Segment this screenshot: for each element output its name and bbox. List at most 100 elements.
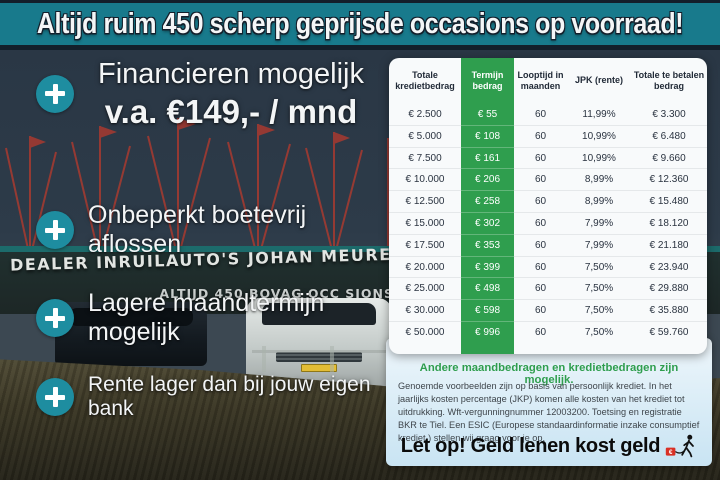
- plus-icon: [36, 74, 74, 113]
- termijn-cell: € 206: [461, 169, 514, 192]
- benefit-financing-line2: v.a. €149,- / mnd: [104, 93, 358, 131]
- table-cell: € 18.120: [631, 213, 707, 235]
- termijn-cell: € 399: [461, 257, 514, 279]
- table-cell: 10,99%: [567, 148, 631, 170]
- table-cell: € 12.500: [389, 191, 461, 213]
- table-cell: 7,99%: [567, 213, 631, 235]
- table-cell: 60: [514, 104, 567, 126]
- white-suv-illustration: [246, 298, 392, 388]
- benefit-financing-line1: Financieren mogelijk: [98, 58, 364, 90]
- table-cell: € 20.000: [389, 257, 461, 279]
- termijn-cell: € 498: [461, 278, 514, 301]
- svg-text:€: €: [669, 449, 673, 456]
- benefit-item-rente: Rente lager dan bij jouw eigen bank: [36, 373, 388, 421]
- table-cell: € 17.500: [389, 235, 461, 257]
- table-row: € 20.000 € 399 60 7,50% € 23.940: [389, 257, 707, 279]
- benefit-text: Financieren mogelijk v.a. €149,- / mnd: [74, 56, 388, 132]
- table-cell: 60: [514, 300, 567, 322]
- table-cell: 7,50%: [567, 257, 631, 279]
- table-cell: 60: [514, 235, 567, 257]
- table-cell: € 15.000: [389, 213, 461, 235]
- info-highlight: Andere maandbedragen en kredietbedragen …: [419, 362, 679, 386]
- benefit-item-maandtermijn: Lagere maandtermijn mogelijk: [36, 289, 388, 347]
- table-cell: 60: [514, 169, 567, 192]
- termijn-cell: € 598: [461, 300, 514, 322]
- table-cell: € 50.000: [405, 326, 445, 338]
- red-mast-rigging-illustration: [5, 118, 389, 261]
- table-cell: € 6.480: [631, 126, 707, 148]
- table-cell: € 12.360: [631, 169, 707, 192]
- column-header: Termijn bedrag: [471, 69, 504, 91]
- table-cell: 7,99%: [567, 235, 631, 257]
- table-cell: € 35.880: [631, 300, 707, 322]
- table-row: € 2.500 € 55 60 11,99% € 3.300: [389, 104, 707, 126]
- table-cell: € 9.660: [631, 148, 707, 170]
- warning-text: Let op! Geld lenen kost geld: [400, 434, 661, 457]
- fence-rail: [252, 350, 402, 353]
- table-cell: € 30.000: [389, 300, 461, 322]
- table-row: € 10.000 € 206 60 8,99% € 12.360: [389, 169, 707, 192]
- termijn-cell: € 108: [461, 126, 514, 148]
- table-cell: 60: [534, 326, 547, 338]
- info-panel: Andere maandbedragen en kredietbedragen …: [386, 338, 712, 466]
- table-cell: 60: [514, 213, 567, 235]
- column-header: Looptijd in maanden: [517, 69, 564, 91]
- table-cell: 7,50%: [567, 300, 631, 322]
- table-cell: 7,50%: [567, 278, 631, 301]
- info-disclaimer: Genoemde voorbeelden zijn op basis van p…: [398, 381, 700, 443]
- table-cell: 60: [514, 257, 567, 279]
- table-cell: € 29.880: [631, 278, 707, 301]
- table-row: € 17.500 € 353 60 7,99% € 21.180: [389, 235, 707, 257]
- table-header-row: Totale kredietbedrag Termijn bedrag Loopti…: [389, 58, 707, 104]
- plus-icon: [36, 211, 74, 249]
- table-cell: € 3.300: [631, 104, 707, 126]
- geld-lenen-kost-geld-icon: €: [666, 434, 695, 458]
- column-header: Totale kredietbedrag: [395, 69, 455, 91]
- table-cell: € 15.480: [631, 191, 707, 213]
- table-cell: 60: [514, 148, 567, 170]
- benefit-text: Rente lager dan bij jouw eigen bank: [88, 373, 371, 420]
- column-header: Totale te betalen bedrag: [633, 69, 705, 91]
- termijn-cell: € 302: [461, 213, 514, 235]
- table-cell: 60: [514, 126, 567, 148]
- benefit-item-financing: Financieren mogelijk v.a. €149,- / mnd: [36, 56, 388, 132]
- table-body: € 2.500 € 55 60 11,99% € 3.300 € 5.000 € 108 60…: [389, 104, 707, 344]
- table-cell: 60: [514, 191, 567, 213]
- dealership-sign-sub: ALTIJD 450 BOVAG OCC SIONS: [159, 286, 394, 301]
- credit-warning: Let op! Geld lenen kost geld €: [394, 433, 704, 459]
- plus-icon: [36, 299, 74, 337]
- plus-icon: [36, 378, 74, 416]
- table-cell: 8,99%: [567, 169, 631, 192]
- table-cell: 10,99%: [567, 126, 631, 148]
- table-cell: € 59.760: [649, 326, 689, 338]
- table-cell: 11,99%: [567, 104, 631, 126]
- table-cell: € 23.940: [631, 257, 707, 279]
- benefit-item-aflossen: Onbeperkt boetevrij aflossen: [36, 201, 388, 259]
- table-row: € 25.000 € 498 60 7,50% € 29.880: [389, 278, 707, 301]
- banner-text: Altijd ruim 450 scherp geprijsde occasio…: [36, 7, 684, 40]
- dark-suv-illustration: [55, 302, 207, 366]
- table-row: € 15.000 € 302 60 7,99% € 18.120: [389, 213, 707, 235]
- termijn-cell: € 353: [461, 235, 514, 257]
- termijn-cell: € 258: [461, 191, 514, 213]
- table-cell: € 21.180: [631, 235, 707, 257]
- table-cell: 8,99%: [567, 191, 631, 213]
- fence-post: [262, 346, 266, 372]
- table-cell: € 5.000: [389, 126, 461, 148]
- table-row: € 7.500 € 161 60 10,99% € 9.660: [389, 148, 707, 170]
- table-cell: € 2.500: [389, 104, 461, 126]
- termijn-cell: € 161: [461, 148, 514, 170]
- finance-table-panel: Totale kredietbedrag Termijn bedrag Loopti…: [389, 58, 707, 354]
- table-cell: 60: [514, 278, 567, 301]
- table-row: € 5.000 € 108 60 10,99% € 6.480: [389, 126, 707, 148]
- table-row: € 50.000 € 996 60 7,50% € 59.760: [389, 322, 707, 344]
- table-cell: € 7.500: [389, 148, 461, 170]
- column-header: JPK (rente): [574, 75, 623, 86]
- table-cell: € 10.000: [389, 169, 461, 192]
- benefit-text: Lagere maandtermijn mogelijk: [88, 289, 325, 346]
- table-cell: € 25.000: [389, 278, 461, 301]
- header-banner: Altijd ruim 450 scherp geprijsde occasio…: [0, 0, 720, 50]
- termijn-cell: € 55: [461, 104, 514, 126]
- benefit-text: Onbeperkt boetevrij aflossen: [88, 201, 307, 258]
